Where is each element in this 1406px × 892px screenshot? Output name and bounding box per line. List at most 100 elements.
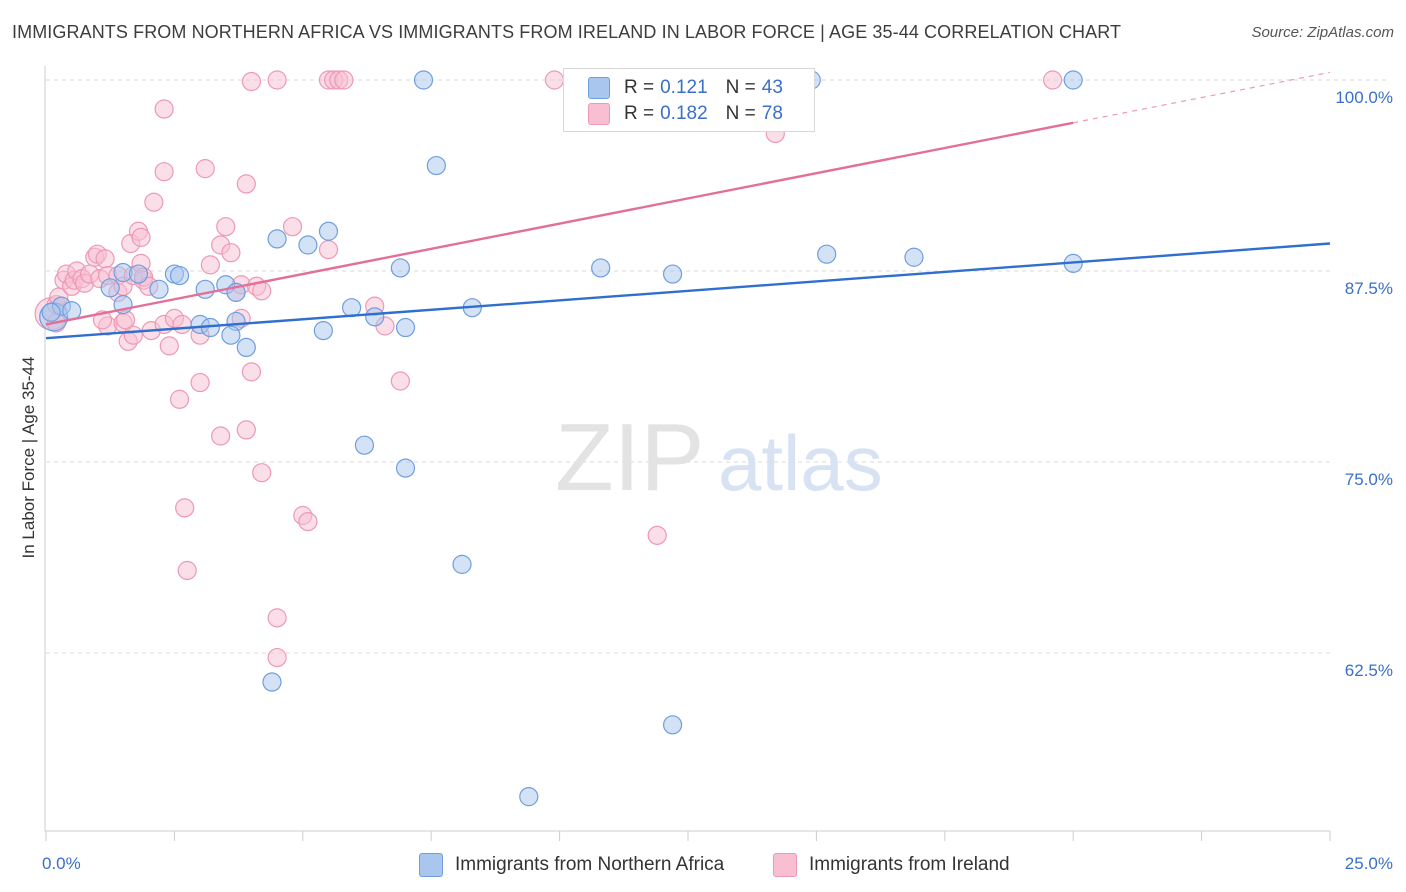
ireland-point	[267, 70, 287, 90]
ireland-point	[298, 511, 318, 532]
ireland-point	[154, 162, 174, 182]
ireland-point	[175, 498, 195, 518]
axes	[44, 66, 1331, 841]
northern-africa-point	[128, 264, 149, 284]
ireland-point	[267, 647, 287, 668]
legend-label: Immigrants from Ireland	[809, 854, 1010, 875]
legend-n-value: 78	[761, 103, 783, 124]
ireland-point	[241, 71, 262, 92]
northern-africa-point	[365, 307, 385, 327]
northern-africa-point	[519, 787, 539, 807]
legend-swatch-pink	[773, 853, 797, 877]
northern-africa-point	[262, 672, 282, 692]
northern-africa-point	[817, 244, 837, 264]
ireland-point	[95, 249, 115, 269]
ireland-point	[177, 560, 197, 581]
northern-africa-point	[395, 317, 416, 338]
northern-africa-point	[267, 229, 287, 249]
northern-africa-point	[354, 435, 375, 455]
ireland-point	[647, 525, 667, 545]
ireland-point	[159, 336, 179, 356]
y-tick-label: 75.0%	[1345, 470, 1393, 489]
y-axis-title: In Labor Force | Age 35-44	[19, 357, 38, 559]
legend-row-northern-africa: R = 0.121 N = 43	[588, 76, 783, 100]
y-tick-label: 62.5%	[1345, 661, 1393, 680]
ireland-point	[390, 371, 410, 391]
northern-africa-point	[390, 258, 410, 278]
northern-africa-point	[452, 554, 472, 574]
y-tick-label: 87.5%	[1345, 279, 1393, 298]
y-tick-label: 100.0%	[1335, 88, 1393, 107]
northern-africa-points	[39, 70, 1083, 807]
northern-africa-point	[1063, 70, 1083, 90]
watermark-zip: ZIP	[555, 404, 704, 511]
northern-africa-point	[591, 258, 611, 278]
northern-africa-point	[662, 715, 683, 735]
ireland-point	[154, 99, 174, 119]
pink-trend-line	[45, 121, 1074, 326]
legend-n-label: N =	[725, 77, 756, 98]
northern-africa-point	[662, 264, 683, 284]
x-tick-label: 0.0%	[42, 854, 81, 873]
ireland-point	[241, 362, 262, 382]
chart-title: IMMIGRANTS FROM NORTHERN AFRICA VS IMMIG…	[12, 22, 1122, 42]
legend-item-ireland[interactable]: Immigrants from Ireland	[773, 850, 1010, 880]
correlation-legend: R = 0.121 N = 43 R = 0.182 N = 78	[563, 68, 815, 132]
axis-labels: 62.5% 75.0% 87.5% 100.0% 0.0% 25.0% In Labor F…	[19, 88, 1393, 873]
ireland-point	[131, 227, 151, 247]
ireland-point	[282, 217, 303, 237]
legend-swatch-blue	[419, 853, 443, 877]
ireland-point	[1043, 70, 1063, 90]
trend-lines	[45, 71, 1331, 340]
ireland-point	[252, 463, 272, 483]
ireland-point	[267, 608, 287, 628]
watermark: ZIP atlas	[555, 404, 883, 511]
ireland-point	[144, 192, 164, 212]
source-credit: Source: ZipAtlas.com	[1251, 24, 1394, 41]
ireland-point	[221, 243, 241, 263]
series-legend: Immigrants from Northern Africa Immigran…	[0, 850, 1406, 880]
legend-r-label: R =	[624, 77, 655, 98]
northern-africa-point	[221, 325, 241, 345]
blue-trend-line	[45, 242, 1331, 340]
ireland-point	[195, 159, 215, 179]
legend-item-northern-africa[interactable]: Immigrants from Northern Africa	[419, 850, 724, 880]
ireland-point	[216, 217, 236, 237]
x-tick-label: 25.0%	[1345, 854, 1393, 873]
ireland-point	[123, 325, 143, 345]
ireland-point	[236, 420, 256, 440]
northern-africa-point	[395, 458, 416, 478]
legend-r-label: R =	[624, 103, 655, 124]
northern-africa-point	[41, 302, 61, 322]
northern-africa-point	[149, 279, 169, 299]
ireland-point	[169, 389, 190, 409]
legend-r-value: 0.121	[660, 77, 708, 98]
ireland-points	[34, 70, 1063, 668]
ireland-point	[172, 314, 192, 335]
northern-africa-point	[169, 265, 190, 286]
ireland-point	[200, 255, 220, 275]
legend-swatch-pink	[588, 103, 610, 125]
legend-n-value: 43	[761, 77, 783, 98]
northern-africa-point	[318, 221, 339, 241]
ireland-point	[211, 426, 231, 446]
ireland-point	[318, 240, 339, 260]
watermark-atlas: atlas	[718, 419, 883, 507]
northern-africa-point	[298, 235, 318, 255]
ireland-point	[190, 372, 210, 393]
northern-africa-point	[341, 298, 362, 318]
ireland-point	[236, 174, 256, 194]
northern-africa-point	[313, 320, 333, 341]
northern-africa-point	[904, 247, 924, 267]
legend-swatch-blue	[588, 77, 610, 99]
ireland-point	[334, 70, 354, 90]
legend-row-ireland: R = 0.182 N = 78	[588, 102, 783, 126]
northern-africa-point	[100, 278, 120, 298]
legend-n-label: N =	[725, 103, 756, 124]
legend-r-value: 0.182	[660, 103, 708, 124]
northern-africa-point	[426, 155, 446, 176]
northern-africa-point	[236, 337, 256, 357]
pink-trend-extension	[1073, 71, 1331, 124]
northern-africa-point	[413, 70, 434, 90]
